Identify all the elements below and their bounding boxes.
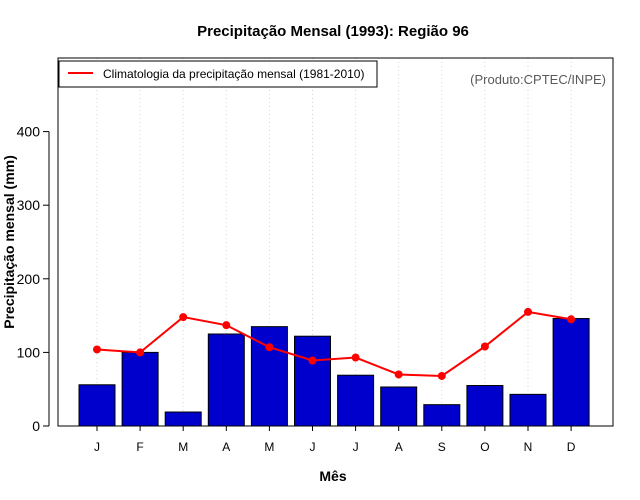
x-tick-label: F (136, 440, 143, 454)
climatology-point-10 (480, 342, 489, 351)
climatology-point-6 (308, 356, 317, 365)
bar-month-1 (78, 384, 116, 427)
climatology-point-2 (136, 348, 145, 357)
bar-month-9 (423, 404, 461, 427)
chart-title: Precipitação Mensal (1993): Região 96 (197, 23, 469, 40)
bar-month-11 (509, 393, 547, 427)
x-tick-label: M (264, 440, 274, 454)
climatology-point-3 (179, 313, 188, 322)
x-tick-label: O (480, 440, 489, 454)
bar-month-5 (250, 326, 288, 427)
bar-month-8 (380, 386, 418, 427)
climatology-point-7 (351, 353, 360, 362)
y-tick-label: 400 (17, 124, 41, 140)
bar-month-3 (164, 411, 202, 427)
x-tick-label: M (178, 440, 188, 454)
x-tick-label: J (94, 440, 100, 454)
bar-month-7 (337, 374, 375, 427)
climatology-point-12 (567, 315, 576, 324)
legend: Climatologia da precipitação mensal (198… (58, 60, 378, 88)
x-axis-label: Mês (319, 468, 346, 484)
legend-box (58, 60, 378, 88)
x-tick-label: J (353, 440, 359, 454)
bar-month-4 (207, 333, 245, 427)
bar-month-10 (466, 385, 504, 427)
y-tick-label: 0 (32, 418, 40, 434)
climatology-point-5 (265, 343, 274, 352)
axes: 0 100 200 300 400 J F M A M J J A S O N D (17, 124, 576, 454)
bar-month-12 (552, 318, 590, 427)
grid (96, 58, 572, 426)
bar-month-6 (294, 335, 331, 427)
x-tick-label: A (395, 440, 403, 454)
x-tick-label: A (222, 440, 230, 454)
x-tick-label: S (438, 440, 446, 454)
climatology-line (96, 310, 572, 377)
x-tick-label: N (524, 440, 533, 454)
climatology-point-8 (394, 370, 403, 379)
climatology-point-11 (524, 307, 532, 316)
climatology-point-1 (93, 345, 101, 354)
y-tick-label: 300 (17, 197, 41, 213)
climatology-point-4 (222, 321, 231, 330)
x-tick-label: J (310, 440, 316, 454)
bar-month-2 (121, 351, 159, 427)
y-tick-label: 100 (17, 344, 41, 360)
y-axis-label: Precipitação mensal (mm) (1, 155, 17, 329)
legend-label: Climatologia da precipitação mensal (198… (103, 67, 364, 81)
x-tick-label: D (567, 440, 576, 454)
climatology-point-9 (437, 371, 446, 380)
credit-text: (Produto:CPTEC/INPE) (470, 72, 606, 87)
bars (78, 318, 590, 427)
plot-frame (57, 57, 614, 427)
climatology-line-layer (93, 307, 576, 380)
y-tick-label: 200 (17, 271, 41, 287)
